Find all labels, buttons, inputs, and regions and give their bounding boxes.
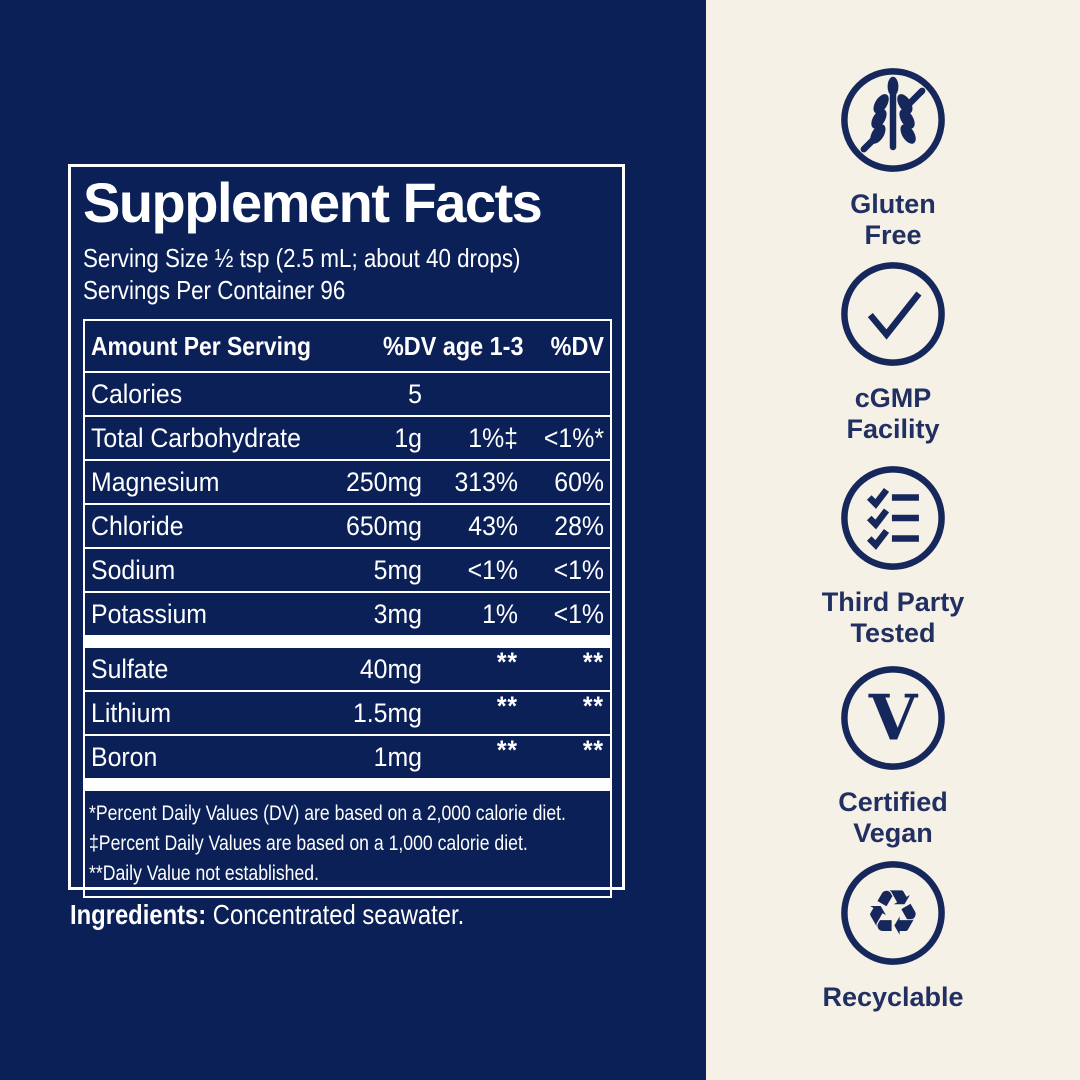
nutrient-amount: 250mg [346,467,422,498]
badge-label-line1: cGMP [854,383,932,413]
certification-sidebar: Gluten Free cGMP Facility [706,0,1080,1080]
badge-label-line2: Free [864,220,922,250]
nutrient-dv-age13: <1% [467,555,518,586]
nutrient-name: Boron [91,742,158,773]
nutrient-dv-age13: ** [496,735,518,766]
badge-label-line2: Vegan [853,818,933,848]
svg-text:V: V [868,681,919,755]
nutrient-name: Magnesium [91,467,220,498]
badge-label-line2: Tested [850,618,936,648]
table-row-sulfate: Sulfate 40mg ** ** [85,647,610,690]
badge-label: Gluten Free [850,189,936,251]
nutrient-dv: 28% [554,511,604,542]
table-header-row: Amount Per Serving %DV age 1-3 %DV [85,321,610,374]
table-row-lithium: Lithium 1.5mg ** ** [85,690,610,734]
ingredients-label: Ingredients: [70,899,207,930]
footnote-dv-2000: *Percent Daily Values (DV) are based on … [89,801,566,826]
serving-size-text: Serving Size ½ tsp (2.5 mL; about 40 dro… [83,243,521,274]
badge-label-line1: Certified [838,787,948,817]
nutrient-amount: 40mg [359,654,422,685]
table-row-boron: Boron 1mg ** ** [85,734,610,778]
badge-cgmp-facility: cGMP Facility [706,260,1080,445]
nutrient-amount: 3mg [373,599,422,630]
nutrient-dv: <1% [553,599,604,630]
badge-label: Third Party Tested [822,587,965,649]
nutrient-dv-age13: 1% [482,599,518,630]
recycle-icon: ♻ [839,859,947,967]
badge-label: Recyclable [822,982,963,1013]
badge-gluten-free: Gluten Free [706,66,1080,251]
nutrient-dv-age13: ** [496,691,518,722]
nutrient-name: Sulfate [91,654,169,685]
table-row-potassium: Potassium 3mg 1% <1% [85,591,610,635]
thick-separator [85,635,610,649]
supplement-facts-panel: Supplement Facts Serving Size ½ tsp (2.5… [68,164,625,899]
table-row-sodium: Sodium 5mg <1% <1% [85,547,610,591]
footnote-dv-1000: ‡Percent Daily Values are based on a 1,0… [89,831,528,856]
badge-label-line2: Facility [846,414,940,444]
nutrient-dv-age13: ** [496,647,518,678]
thick-separator [85,778,610,792]
nutrient-dv: ** [582,735,604,766]
badge-label-line1: Third Party [821,587,965,617]
nutrient-dv-age13: 313% [454,467,518,498]
gluten-free-icon [839,66,947,174]
nutrient-name: Calories [91,379,183,410]
nutrient-dv: <1%* [543,423,604,454]
nutrient-dv-age13: 43% [468,511,518,542]
badge-label: Certified Vegan [838,787,948,849]
ingredients-line: Ingredients: Concentrated seawater. [70,899,597,931]
badge-label-line1: Recyclable [822,982,964,1012]
nutrient-amount: 1g [394,423,422,454]
table-row-magnesium: Magnesium 250mg 313% 60% [85,459,610,503]
badge-recyclable: ♻ Recyclable [706,859,1080,1013]
nutrient-dv: ** [582,647,604,678]
nutrition-table: Amount Per Serving %DV age 1-3 %DV Calor… [83,319,612,899]
nutrient-amount: 5 [408,379,422,410]
badge-certified-vegan: V Certified Vegan [706,664,1080,849]
nutrient-name: Sodium [91,555,176,586]
nutrient-name: Chloride [91,511,184,542]
checkmark-icon [839,260,947,368]
badge-label: cGMP Facility [846,383,939,445]
header-dv: %DV [550,331,604,362]
supplement-facts-title: Supplement Facts [83,171,543,234]
ingredients-text: Concentrated seawater. [206,899,465,930]
nutrient-name: Potassium [91,599,207,630]
nutrient-name: Lithium [91,698,172,729]
nutrient-dv-age13: 1%‡ [468,423,518,454]
footnote-dv-not-established: **Daily Value not established. [89,861,319,886]
servings-per-container-text: Servings Per Container 96 [83,275,346,306]
table-row-chloride: Chloride 650mg 43% 28% [85,503,610,547]
table-row-total-carbohydrate: Total Carbohydrate 1g 1%‡ <1%* [85,415,610,459]
nutrient-dv: ** [582,691,604,722]
table-row-calories: Calories 5 [85,373,610,415]
label-background: Supplement Facts Serving Size ½ tsp (2.5… [0,0,706,1080]
nutrient-amount: 650mg [346,511,422,542]
footnotes: *Percent Daily Values (DV) are based on … [85,791,610,896]
nutrient-name: Total Carbohydrate [91,423,301,454]
header-dv-age-1-3: %DV age 1-3 [383,331,524,362]
vegan-v-icon: V [839,664,947,772]
badge-label-line1: Gluten [850,189,936,219]
nutrient-dv: 60% [554,467,604,498]
nutrient-amount: 1mg [373,742,422,773]
svg-text:♻: ♻ [865,877,921,950]
nutrient-amount: 5mg [373,555,422,586]
nutrient-dv: <1% [553,555,604,586]
header-amount-per-serving: Amount Per Serving [91,331,311,362]
badge-third-party-tested: Third Party Tested [706,464,1080,649]
nutrient-amount: 1.5mg [352,698,422,729]
checklist-icon [839,464,947,572]
